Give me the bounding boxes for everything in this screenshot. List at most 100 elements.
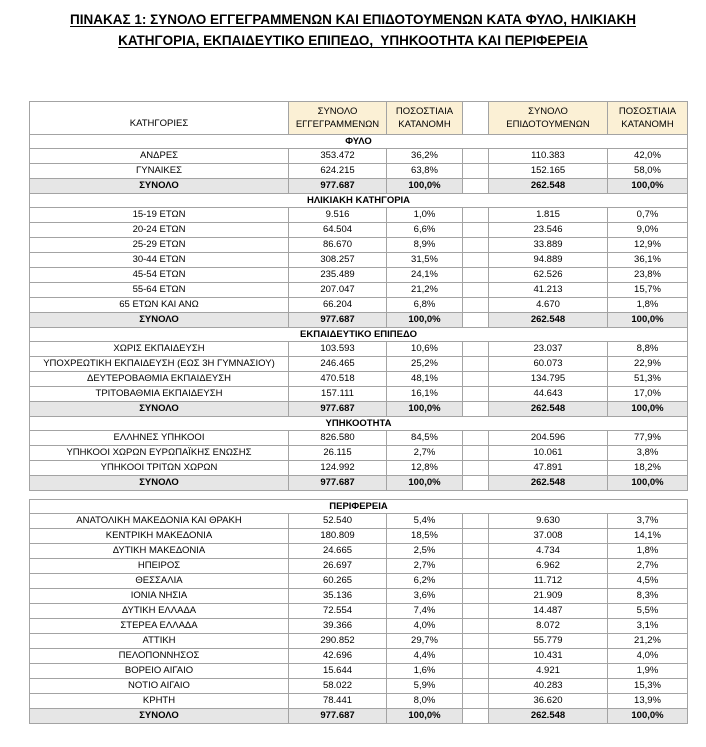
gap-cell (462, 252, 489, 268)
registered-count-cell: 39.366 (288, 618, 387, 634)
table-row: ΣΤΕΡΕΑ ΕΛΛΑΔΑ 39.366 4,0% 8.072 3,1% (29, 618, 688, 634)
table-row: ΘΕΣΣΑΛΙΑ 60.265 6,2% 11.712 4,5% (29, 573, 688, 589)
subsidized-count-cell: 47.891 (488, 460, 608, 476)
table-row: ΚΕΝΤΡΙΚΗ ΜΑΚΕΔΟΝΙΑ 180.809 18,5% 37.008 14,1… (29, 528, 688, 544)
category-cell: ΣΥΝΟΛΟ (29, 312, 289, 328)
table-row: ΕΛΛΗΝΕΣ ΥΠΗΚΟΟΙ 826.580 84,5% 204.596 77,9% (29, 430, 688, 446)
registered-count-cell: 15.644 (288, 663, 387, 679)
subsidized-pct-cell: 21,2% (607, 633, 688, 649)
table-row: ΝΟΤΙΟ ΑΙΓΑΙΟ 58.022 5,9% 40.283 15,3% (29, 678, 688, 694)
table-row: ΑΝΔΡΕΣ 353.472 36,2% 110.383 42,0% (29, 148, 688, 164)
category-cell: ΕΛΛΗΝΕΣ ΥΠΗΚΟΟΙ (29, 430, 289, 446)
registered-pct-cell: 100,0% (386, 708, 463, 724)
category-cell: ΥΠΟΧΡΕΩΤΙΚΗ ΕΚΠΑΙΔΕΥΣΗ (ΕΩΣ 3Η ΓΥΜΝΑΣΙΟΥ… (29, 356, 289, 372)
spacer-row (29, 490, 688, 500)
subsidized-count-cell: 23.037 (488, 341, 608, 357)
registered-pct-cell: 2,5% (386, 543, 463, 559)
subsidized-pct-cell: 18,2% (607, 460, 688, 476)
registered-pct-cell: 8,0% (386, 693, 463, 709)
registered-count-cell: 26.115 (288, 445, 387, 461)
registered-pct-cell: 16,1% (386, 386, 463, 402)
gap-cell (462, 573, 489, 589)
subsidized-pct-cell: 3,1% (607, 618, 688, 634)
gap-cell (462, 207, 489, 223)
gap-cell (462, 282, 489, 298)
column-header-row: ΚΑΤΗΓΟΡΙΕΣ ΣΥΝΟΛΟ ΕΓΓΕΓΡΑΜΜΕΝΩΝ ΠΟΣΟΣΤΙΑ… (29, 101, 688, 135)
section-header-row: ΕΚΠΑΙΔΕΥΤΙΚΟ ΕΠΙΠΕΔΟ (29, 327, 688, 342)
gap-cell (462, 528, 489, 544)
category-cell: ΣΥΝΟΛΟ (29, 401, 289, 417)
table-title-line2: ΚΑΤΗΓΟΡΙΑ, ΕΚΠΑΙΔΕΥΤΙΚΟ ΕΠΙΠΕΔΟ, ΥΠΗΚΟΟΤ… (118, 33, 588, 48)
subsidized-count-cell: 204.596 (488, 430, 608, 446)
subsidized-count-cell: 110.383 (488, 148, 608, 164)
subsidized-count-cell: 262.548 (488, 401, 608, 417)
section-header-row: ΥΠΗΚΟΟΤΗΤΑ (29, 416, 688, 431)
category-cell: 65 ΕΤΩΝ ΚΑΙ ΑΝΩ (29, 297, 289, 313)
column-header-categories: ΚΑΤΗΓΟΡΙΕΣ (29, 101, 289, 135)
subsidized-count-cell: 8.072 (488, 618, 608, 634)
subsidized-pct-cell: 15,3% (607, 678, 688, 694)
subsidized-count-cell: 262.548 (488, 475, 608, 491)
subsidized-count-cell: 11.712 (488, 573, 608, 589)
subsidized-pct-cell: 1,9% (607, 663, 688, 679)
gap-cell (462, 663, 489, 679)
table-row: ΥΠΟΧΡΕΩΤΙΚΗ ΕΚΠΑΙΔΕΥΣΗ (ΕΩΣ 3Η ΓΥΜΝΑΣΙΟΥ… (29, 356, 688, 372)
category-cell: ΧΩΡΙΣ ΕΚΠΑΙΔΕΥΣΗ (29, 341, 289, 357)
subsidized-count-cell: 4.921 (488, 663, 608, 679)
category-cell: ΥΠΗΚΟΟΙ ΤΡΙΤΩΝ ΧΩΡΩΝ (29, 460, 289, 476)
category-cell: ΘΕΣΣΑΛΙΑ (29, 573, 289, 589)
registered-count-cell: 977.687 (288, 178, 387, 194)
registered-count-cell: 470.518 (288, 371, 387, 387)
registered-count-cell: 246.465 (288, 356, 387, 372)
registered-pct-cell: 100,0% (386, 401, 463, 417)
subsidized-count-cell: 37.008 (488, 528, 608, 544)
table-row: 45-54 ΕΤΩΝ 235.489 24,1% 62.526 23,8% (29, 267, 688, 283)
subsidized-pct-cell: 100,0% (607, 475, 688, 491)
section-header-row: ΗΛΙΚΙΑΚΗ ΚΑΤΗΓΟΡΙΑ (29, 193, 688, 208)
registered-count-cell: 60.265 (288, 573, 387, 589)
subsidized-count-cell: 62.526 (488, 267, 608, 283)
registered-count-cell: 64.504 (288, 222, 387, 238)
registered-count-cell: 308.257 (288, 252, 387, 268)
registered-count-cell: 78.441 (288, 693, 387, 709)
table-title-line1: ΠΙΝΑΚΑΣ 1: ΣΥΝΟΛΟ ΕΓΓΕΓΡΑΜΜΕΝΩΝ ΚΑΙ ΕΠΙΔ… (70, 12, 636, 27)
registered-pct-cell: 5,4% (386, 513, 463, 529)
subsidized-pct-cell: 13,9% (607, 693, 688, 709)
registered-count-cell: 86.670 (288, 237, 387, 253)
registered-count-cell: 66.204 (288, 297, 387, 313)
registered-count-cell: 235.489 (288, 267, 387, 283)
table-row: ΔΕΥΤΕΡΟΒΑΘΜΙΑ ΕΚΠΑΙΔΕΥΣΗ 470.518 48,1% 134.… (29, 371, 688, 387)
subsidized-pct-cell: 15,7% (607, 282, 688, 298)
section-header-label: ΦΥΛΟ (29, 134, 688, 149)
registered-pct-cell: 6,8% (386, 297, 463, 313)
registered-count-cell: 103.593 (288, 341, 387, 357)
category-cell: ΠΕΛΟΠΟΝΝΗΣΟΣ (29, 648, 289, 664)
registered-count-cell: 72.554 (288, 603, 387, 619)
subsidized-pct-cell: 23,8% (607, 267, 688, 283)
section-header-label: ΗΛΙΚΙΑΚΗ ΚΑΤΗΓΟΡΙΑ (29, 193, 688, 208)
table-row: 30-44 ΕΤΩΝ 308.257 31,5% 94.889 36,1% (29, 252, 688, 268)
gap-cell (462, 543, 489, 559)
subsidized-pct-cell: 100,0% (607, 312, 688, 328)
gap-cell (462, 708, 489, 724)
subsidized-pct-cell: 9,0% (607, 222, 688, 238)
section-header-row: ΦΥΛΟ (29, 134, 688, 149)
category-cell: ΒΟΡΕΙΟ ΑΙΓΑΙΟ (29, 663, 289, 679)
registered-pct-cell: 12,8% (386, 460, 463, 476)
gap-cell (462, 148, 489, 164)
registered-pct-cell: 31,5% (386, 252, 463, 268)
subsidized-count-cell: 4.734 (488, 543, 608, 559)
registered-count-cell: 157.111 (288, 386, 387, 402)
gap-cell (462, 445, 489, 461)
registered-count-cell: 9.516 (288, 207, 387, 223)
registered-pct-cell: 21,2% (386, 282, 463, 298)
gap-cell (462, 341, 489, 357)
subsidized-pct-cell: 0,7% (607, 207, 688, 223)
table-row: ΤΡΙΤΟΒΑΘΜΙΑ ΕΚΠΑΙΔΕΥΣΗ 157.111 16,1% 44.643… (29, 386, 688, 402)
registered-pct-cell: 29,7% (386, 633, 463, 649)
subsidized-pct-cell: 14,1% (607, 528, 688, 544)
category-cell: ΔΥΤΙΚΗ ΕΛΛΑΔΑ (29, 603, 289, 619)
registered-pct-cell: 48,1% (386, 371, 463, 387)
subsidized-pct-cell: 100,0% (607, 708, 688, 724)
subsidized-count-cell: 262.548 (488, 708, 608, 724)
